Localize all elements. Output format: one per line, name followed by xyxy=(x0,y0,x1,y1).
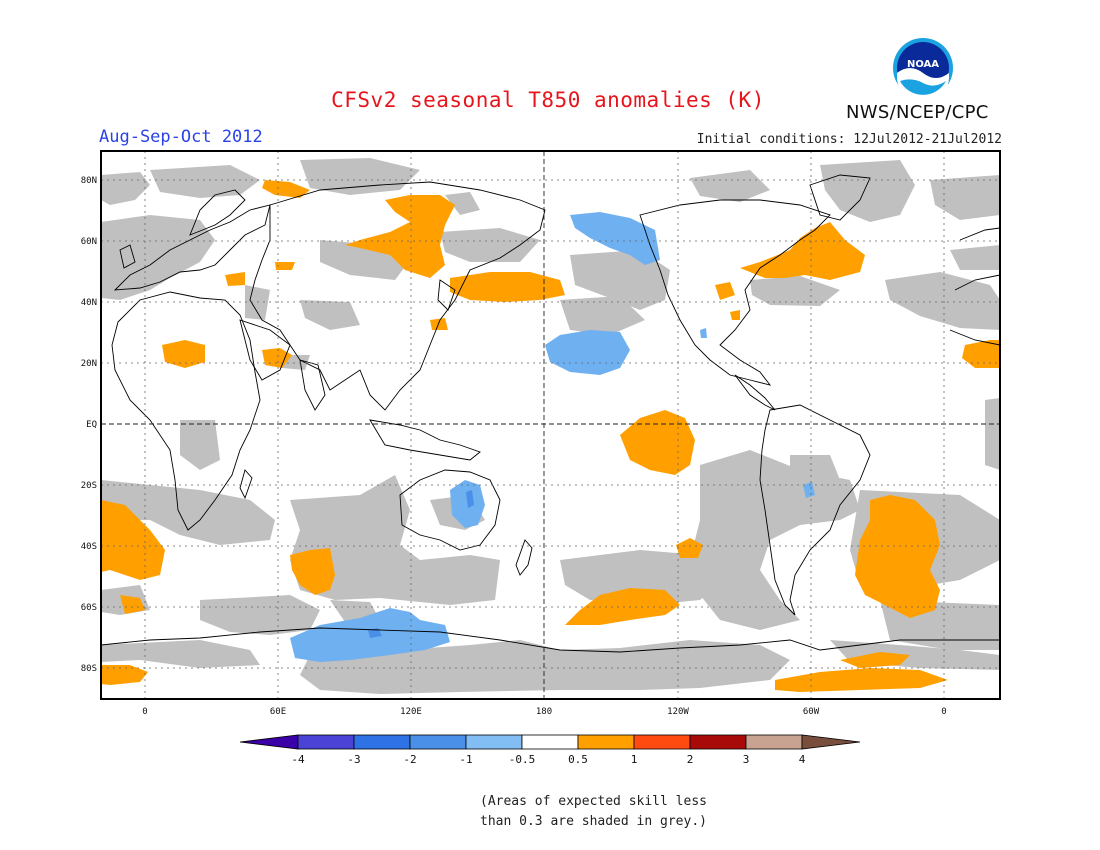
lat-label: 60N xyxy=(81,237,97,247)
lat-label: 40S xyxy=(81,542,97,552)
colorbar-swatch xyxy=(465,734,523,750)
colorbar-label: -0.5 xyxy=(509,753,536,766)
cool-anomaly-areas xyxy=(290,212,815,662)
coastlines xyxy=(100,174,1001,653)
lat-label: EQ xyxy=(86,420,97,430)
footnote-line-2: than 0.3 are shaded in grey.) xyxy=(480,814,707,829)
latitude-axis: 80N 60N 40N 20N EQ 20S 40S 60S 80S xyxy=(81,176,97,674)
warm-anomaly-areas xyxy=(101,180,1000,692)
lon-label: 60W xyxy=(803,707,820,717)
colorbar-label: -4 xyxy=(291,753,305,766)
lat-label: 20S xyxy=(81,481,97,491)
lat-label: 80S xyxy=(81,664,97,674)
colorbar-swatch xyxy=(353,734,411,750)
colorbar-swatch xyxy=(745,734,803,750)
lat-label: 60S xyxy=(81,603,97,613)
colorbar: -4 -3 -2 -1 -0.5 0.5 1 2 3 4 xyxy=(239,734,861,766)
agency-label: NWS/NCEP/CPC xyxy=(846,102,989,123)
graticule xyxy=(101,151,1000,699)
colorbar-label: 2 xyxy=(687,753,694,766)
noaa-logo: NOAA xyxy=(893,38,953,99)
colorbar-label: 3 xyxy=(743,753,750,766)
colorbar-arrow-low xyxy=(239,734,299,750)
footnote-line-1: (Areas of expected skill less xyxy=(480,794,707,809)
colorbar-swatch xyxy=(633,734,691,750)
lat-label: 40N xyxy=(81,298,97,308)
lat-label: 80N xyxy=(81,176,97,186)
noaa-logo-text: NOAA xyxy=(907,59,939,70)
colorbar-label: -2 xyxy=(403,753,416,766)
colorbar-swatch xyxy=(577,734,635,750)
lon-label: 120E xyxy=(400,707,422,717)
lon-label: 0 xyxy=(142,707,147,717)
colorbar-label: 0.5 xyxy=(568,753,588,766)
map-area xyxy=(100,150,1001,700)
lon-label: 0 xyxy=(941,707,946,717)
lon-label: 60E xyxy=(270,707,286,717)
map-frame xyxy=(100,150,1001,700)
equator-dateline xyxy=(101,151,1000,699)
lat-label: 20N xyxy=(81,359,97,369)
colorbar-label: 1 xyxy=(631,753,638,766)
skill-footnote: (Areas of expected skill less than 0.3 a… xyxy=(480,792,707,832)
colorbar-label: -3 xyxy=(347,753,360,766)
lon-label: 120W xyxy=(667,707,689,717)
colorbar-arrow-high xyxy=(801,734,861,750)
colorbar-swatch xyxy=(297,734,355,750)
colorbar-swatch xyxy=(409,734,467,750)
lon-label: 180 xyxy=(536,707,552,717)
season-label: Aug-Sep-Oct 2012 xyxy=(99,127,263,147)
colorbar-swatch xyxy=(689,734,747,750)
colorbar-swatch xyxy=(521,734,579,750)
colorbar-label: -1 xyxy=(459,753,472,766)
chart-title: CFSv2 seasonal T850 anomalies (K) xyxy=(331,88,765,112)
colorbar-label: 4 xyxy=(799,753,806,766)
initial-conditions-label: Initial conditions: 12Jul2012-21Jul2012 xyxy=(696,132,1002,147)
longitude-axis: 0 60E 120E 180 120W 60W 0 xyxy=(142,707,946,717)
